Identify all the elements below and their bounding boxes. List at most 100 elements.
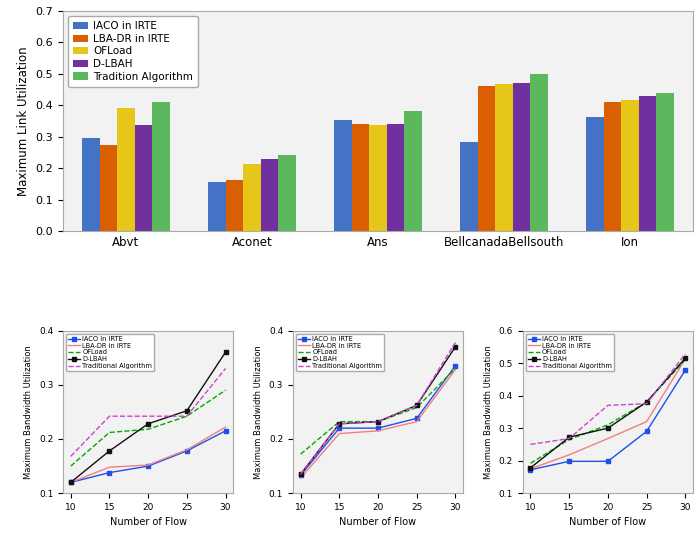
IACO in IRTE <box>335 425 344 431</box>
X-axis label: Number of Flow: Number of Flow <box>569 518 646 527</box>
Bar <box>99 145 117 231</box>
Traditional Algorithm <box>643 401 651 407</box>
Bar <box>135 125 153 231</box>
OFLoad <box>452 365 460 372</box>
Bar <box>405 112 422 231</box>
IACO in IRTE <box>374 425 382 431</box>
Line: LBA-DR in IRTE: LBA-DR in IRTE <box>300 370 456 478</box>
Bar <box>153 102 170 231</box>
LBA-DR in IRTE <box>374 428 382 434</box>
IACO in IRTE <box>144 463 153 469</box>
Line: OFLoad: OFLoad <box>531 360 685 463</box>
Bar <box>531 74 548 231</box>
Line: D-LBAH: D-LBAH <box>528 356 687 470</box>
Bar <box>334 120 351 231</box>
Bar <box>82 138 99 231</box>
D-LBAH <box>66 479 75 486</box>
X-axis label: Number of Flow: Number of Flow <box>340 518 416 527</box>
Bar <box>586 117 603 231</box>
IACO in IRTE <box>681 367 690 373</box>
Bar <box>369 125 387 231</box>
D-LBAH <box>221 349 230 356</box>
Legend: IACO in IRTE, LBA-DR in IRTE, OFLoad, D-LBAH, Traditional Algorithm: IACO in IRTE, LBA-DR in IRTE, OFLoad, D-… <box>526 334 614 371</box>
Y-axis label: Maximum Bandwidth Utilization: Maximum Bandwidth Utilization <box>25 345 34 479</box>
D-LBAH <box>603 425 612 431</box>
Traditional Algorithm <box>335 421 344 427</box>
Bar <box>261 159 279 231</box>
Traditional Algorithm <box>565 435 573 442</box>
LBA-DR in IRTE <box>565 451 573 458</box>
D-LBAH <box>183 408 191 414</box>
Line: D-LBAH: D-LBAH <box>298 344 458 476</box>
D-LBAH <box>526 464 535 471</box>
LBA-DR in IRTE <box>412 418 421 425</box>
IACO in IRTE <box>296 472 304 479</box>
Line: D-LBAH: D-LBAH <box>69 350 228 485</box>
LBA-DR in IRTE <box>183 447 191 453</box>
Y-axis label: Maximum Bandwidth Utilization: Maximum Bandwidth Utilization <box>484 345 493 479</box>
IACO in IRTE <box>452 363 460 369</box>
D-LBAH <box>144 421 153 427</box>
IACO in IRTE <box>643 428 651 435</box>
Bar <box>243 164 261 231</box>
IACO in IRTE <box>603 458 612 464</box>
Traditional Algorithm <box>105 413 113 420</box>
Bar <box>657 93 674 231</box>
Line: IACO in IRTE: IACO in IRTE <box>69 428 228 485</box>
Traditional Algorithm <box>221 365 230 372</box>
OFLoad <box>565 436 573 443</box>
Bar <box>351 124 369 231</box>
Bar <box>225 180 243 231</box>
IACO in IRTE <box>66 479 75 486</box>
LBA-DR in IRTE <box>296 475 304 481</box>
Traditional Algorithm <box>412 402 421 409</box>
Bar <box>477 86 495 231</box>
OFLoad <box>66 463 75 469</box>
X-axis label: Number of Flow: Number of Flow <box>110 518 187 527</box>
OFLoad <box>374 418 382 425</box>
OFLoad <box>183 413 191 420</box>
D-LBAH <box>335 421 344 427</box>
Bar <box>117 108 135 231</box>
Line: LBA-DR in IRTE: LBA-DR in IRTE <box>71 427 225 482</box>
IACO in IRTE <box>412 415 421 422</box>
Traditional Algorithm <box>296 471 304 478</box>
Line: LBA-DR in IRTE: LBA-DR in IRTE <box>531 359 685 469</box>
Bar <box>208 182 225 231</box>
D-LBAH <box>296 471 304 478</box>
LBA-DR in IRTE <box>144 462 153 468</box>
LBA-DR in IRTE <box>105 464 113 470</box>
Traditional Algorithm <box>66 453 75 460</box>
Bar <box>513 82 531 231</box>
IACO in IRTE <box>105 469 113 476</box>
LBA-DR in IRTE <box>526 466 535 472</box>
Line: Traditional Algorithm: Traditional Algorithm <box>300 343 456 474</box>
LBA-DR in IRTE <box>603 435 612 442</box>
Traditional Algorithm <box>603 402 612 409</box>
Bar <box>639 96 657 231</box>
OFLoad <box>603 422 612 428</box>
OFLoad <box>144 426 153 433</box>
D-LBAH <box>643 399 651 405</box>
Legend: IACO in IRTE, LBA-DR in IRTE, OFLoad, D-LBAH, Traditional Algorithm: IACO in IRTE, LBA-DR in IRTE, OFLoad, D-… <box>296 334 384 371</box>
Traditional Algorithm <box>374 418 382 425</box>
OFLoad <box>105 429 113 436</box>
Line: IACO in IRTE: IACO in IRTE <box>298 363 458 478</box>
D-LBAH <box>412 402 421 409</box>
OFLoad <box>296 451 304 457</box>
LBA-DR in IRTE <box>643 418 651 425</box>
Bar <box>387 124 405 231</box>
OFLoad <box>412 404 421 411</box>
D-LBAH <box>374 418 382 425</box>
LBA-DR in IRTE <box>681 356 690 363</box>
IACO in IRTE <box>565 458 573 464</box>
IACO in IRTE <box>526 467 535 473</box>
Bar <box>495 84 513 231</box>
IACO in IRTE <box>183 448 191 454</box>
OFLoad <box>221 387 230 393</box>
Y-axis label: Maximum Bandwidth Utilization: Maximum Bandwidth Utilization <box>254 345 263 479</box>
IACO in IRTE <box>221 428 230 434</box>
Legend: IACO in IRTE, LBA-DR in IRTE, OFLoad, D-LBAH, Traditional Algorithm: IACO in IRTE, LBA-DR in IRTE, OFLoad, D-… <box>66 334 154 371</box>
Traditional Algorithm <box>452 339 460 346</box>
D-LBAH <box>681 355 690 362</box>
